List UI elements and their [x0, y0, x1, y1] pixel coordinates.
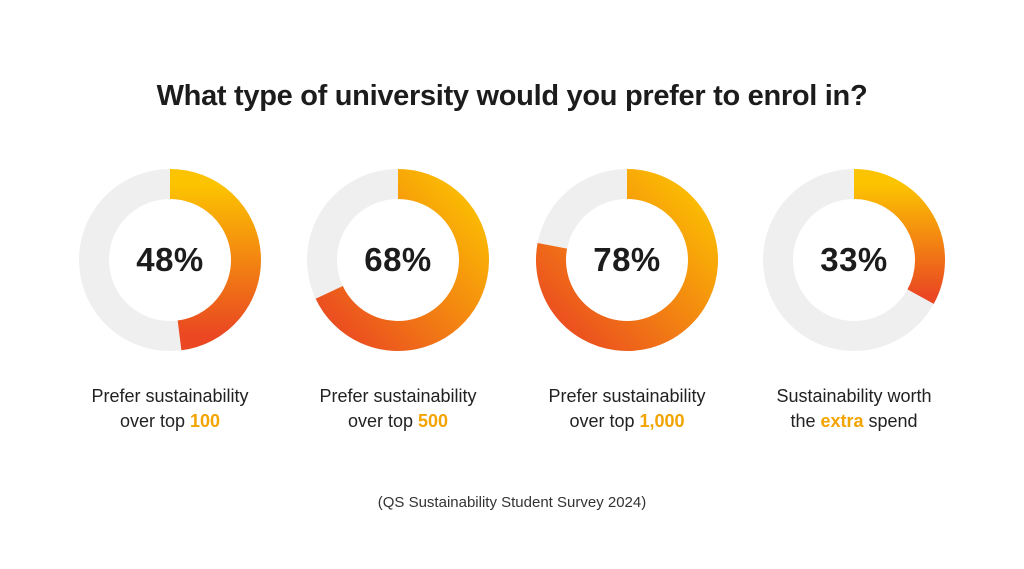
donut-arc-2: [315, 169, 489, 351]
caption-text-4: the: [790, 411, 821, 431]
donut-caption-3: Prefer sustainability over top 1,000: [507, 384, 747, 434]
caption-line-4: Sustainability worth: [776, 386, 932, 406]
donut-value-4: 33%: [820, 241, 888, 278]
caption-text-3: over top: [569, 411, 640, 431]
donut-arc-4: [853, 169, 945, 304]
donut-chart-1: 48%: [78, 168, 262, 352]
caption-post-4: spend: [863, 411, 918, 431]
caption-line-3: Prefer sustainability: [548, 386, 706, 406]
donut-chart-4: 33%: [762, 168, 946, 352]
donut-arc-3: [536, 169, 718, 351]
donut-caption-1: Prefer sustainability over top 100: [50, 384, 290, 434]
donut-caption-2: Prefer sustainability over top 500: [278, 384, 518, 434]
caption-text-1: over top: [119, 411, 190, 431]
caption-highlight-4: extra: [820, 411, 864, 431]
caption-line-2: Prefer sustainability: [319, 386, 477, 406]
caption-highlight-2: 500: [418, 411, 449, 431]
donut-chart-2: 68%: [306, 168, 490, 352]
donut-value-3: 78%: [593, 241, 661, 278]
donut-value-2: 68%: [364, 241, 432, 278]
caption-text-2: over top: [347, 411, 418, 431]
donut-chart-3: 78%: [535, 168, 719, 352]
source-note: (QS Sustainability Student Survey 2024): [377, 494, 647, 511]
donut-value-1: 48%: [136, 241, 204, 278]
donut-arc-1: [169, 169, 261, 351]
chart-title: What type of university would you prefer…: [156, 80, 868, 112]
donut-caption-4: Sustainability worth the extra spend: [734, 384, 974, 434]
caption-highlight-1: 100: [190, 411, 221, 431]
caption-line-1: Prefer sustainability: [91, 386, 249, 406]
caption-highlight-3: 1,000: [639, 411, 685, 431]
